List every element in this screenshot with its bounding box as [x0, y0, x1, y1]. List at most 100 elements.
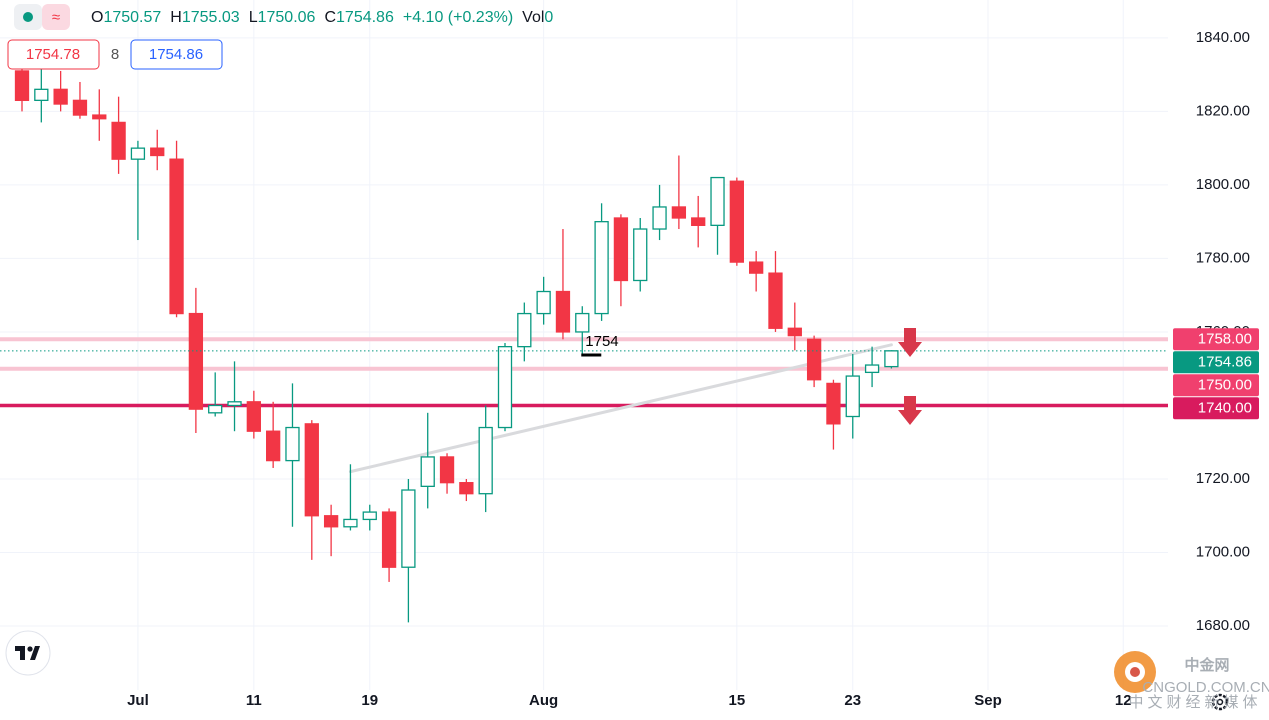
- candle-body: [845, 375, 860, 418]
- candle-body: [613, 217, 629, 282]
- candle-body: [92, 114, 107, 120]
- alert-arrows: [898, 328, 922, 425]
- candle-body: [169, 158, 184, 315]
- status-dot: [23, 12, 33, 22]
- y-tick-label: 1820.00: [1196, 102, 1250, 119]
- watermark-logo-core: [1130, 667, 1140, 677]
- buy-box[interactable]: [130, 39, 223, 70]
- candle-body: [53, 88, 68, 105]
- logo-mark: [15, 646, 40, 660]
- candle-body: [323, 515, 339, 528]
- candle-body: [497, 346, 513, 429]
- gear-hub: [1216, 698, 1224, 706]
- candle-body: [787, 327, 802, 337]
- candle-body: [362, 511, 377, 521]
- candle-body: [575, 312, 590, 333]
- candle-body: [304, 423, 319, 517]
- watermark-name: 中金网: [1184, 656, 1229, 674]
- overlay: 1754 1758.00 1754.86 1750.00 1740.00: [0, 328, 1259, 420]
- candle-body: [34, 88, 49, 102]
- candle-body: [806, 338, 822, 381]
- settings[interactable]: [1211, 693, 1229, 711]
- candle-body: [633, 228, 648, 282]
- header-label: C: [324, 9, 336, 26]
- header-label: L: [249, 9, 258, 26]
- header-value: 1750.57: [103, 9, 161, 26]
- y-tick-label: 1800.00: [1196, 176, 1250, 193]
- header-value: 1754.86: [336, 9, 394, 26]
- sell-price: 1754.78: [26, 46, 80, 63]
- candle-body: [130, 147, 146, 160]
- candle-body: [285, 426, 300, 462]
- candle-body: [208, 404, 223, 414]
- header-value: 1755.03: [182, 9, 240, 26]
- header-label: Vol: [522, 9, 544, 26]
- annotation-label: 1754: [585, 333, 618, 350]
- candles: [14, 45, 899, 623]
- sell-box[interactable]: [7, 39, 100, 70]
- indicator-icon: [42, 4, 70, 30]
- candle-body: [439, 456, 455, 484]
- candle-body: [864, 364, 880, 374]
- watermark: 中金网 CNGOLD.COM.CN 中文财经新媒体: [1114, 651, 1269, 711]
- price-tag: [1173, 374, 1259, 397]
- candle-body: [691, 217, 706, 226]
- indicator-glyph: ≈: [52, 9, 60, 26]
- candle-body: [536, 290, 551, 315]
- header-label: H: [170, 9, 182, 26]
- y-tick-label: 1780.00: [1196, 249, 1250, 266]
- candle-body: [111, 121, 126, 160]
- price-tag-label: 1750.00: [1198, 376, 1252, 393]
- alert-arrow: [898, 328, 922, 357]
- trade-panel: 1754.78 8 1754.86: [7, 39, 223, 70]
- x-tick-label: 19: [361, 692, 378, 709]
- candle-body: [555, 290, 571, 333]
- candle-body: [420, 456, 435, 487]
- candle-body: [729, 180, 744, 263]
- y-tick-label: 1720.00: [1196, 470, 1250, 487]
- candle-body: [246, 401, 261, 432]
- trend-line: [348, 343, 893, 474]
- ohlc-header: O 1750.57 H 1755.03 L 1750.06 C 1754.86 +4.10 (+…: [91, 9, 553, 26]
- header-value: 1750.06: [258, 9, 316, 26]
- candle-body: [227, 401, 242, 407]
- candle-body: [459, 482, 474, 495]
- candle-body: [652, 206, 667, 230]
- candle-body: [401, 489, 416, 568]
- x-tick-label: 23: [844, 692, 861, 709]
- price-tag: [1173, 328, 1259, 351]
- spread: 8: [111, 46, 119, 63]
- price-tag-label: 1758.00: [1198, 330, 1252, 347]
- candle-body: [517, 312, 532, 348]
- candle-body: [343, 518, 358, 528]
- price-tag: [1173, 351, 1259, 374]
- candle-body: [671, 206, 687, 219]
- header-value: 0: [544, 9, 553, 26]
- logo-dot: [27, 646, 33, 652]
- price-tag-label: 1754.86: [1198, 353, 1252, 370]
- alert-arrow: [898, 396, 922, 425]
- buy-price: 1754.86: [149, 46, 203, 63]
- x-tick-label: 15: [728, 692, 745, 709]
- candle-body: [749, 261, 764, 274]
- candle-body: [826, 382, 841, 425]
- logo-circle: [5, 630, 51, 676]
- candle-body: [72, 99, 88, 116]
- tv-logo: [5, 630, 51, 676]
- candle-body: [266, 430, 281, 462]
- candle-body: [14, 70, 30, 102]
- x-tick-label: Aug: [529, 692, 558, 709]
- gear[interactable]: [1211, 693, 1229, 711]
- header-value: +4.10 (+0.23%): [403, 9, 513, 26]
- candle-body: [710, 176, 725, 226]
- candle-body: [594, 221, 609, 315]
- x-tick-label: Sep: [974, 692, 1002, 709]
- watermark-tagline: 中文财经新媒体: [1128, 694, 1261, 711]
- price-tag: [1173, 397, 1259, 420]
- y-tick-label: 1840.00: [1196, 29, 1250, 46]
- x-tick-label: Jul: [127, 692, 149, 709]
- candle-body: [150, 147, 165, 157]
- x-tick-label: 12: [1115, 692, 1132, 709]
